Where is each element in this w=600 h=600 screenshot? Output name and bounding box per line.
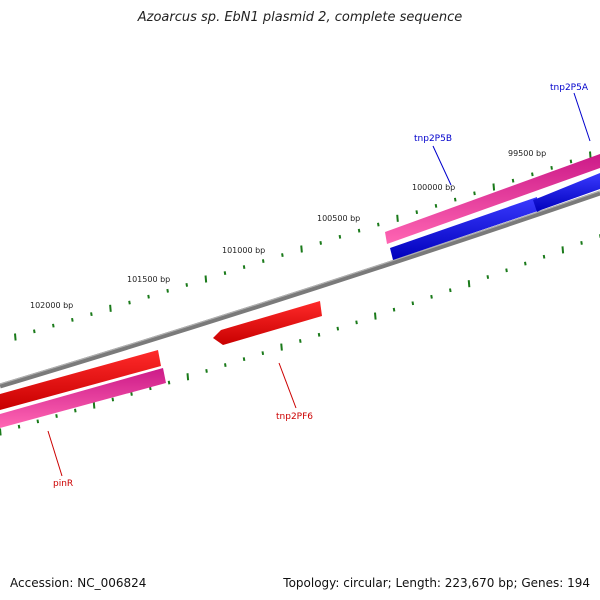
inner-scale-tick: [280, 343, 283, 351]
accession-text: Accession: NC_006824: [10, 576, 147, 590]
inner-scale-tick: [467, 280, 471, 288]
outer-scale-tick: [357, 228, 361, 233]
inner-scale-tick: [55, 414, 58, 418]
outer-scale-tick: [147, 294, 150, 299]
label-tnp2P5B: tnp2P5B: [414, 134, 452, 144]
inner-scale-tick: [374, 312, 377, 320]
outer-scale-tick: [261, 259, 265, 263]
outer-scale-tick: [434, 203, 438, 208]
outer-scale-tick: [589, 151, 592, 159]
inner-scale-tick: [242, 357, 246, 362]
outer-scale-tick: [281, 253, 284, 257]
inner-scale-tick: [505, 268, 508, 273]
feature-red-lower[interactable]: [0, 350, 161, 410]
scale-label-100000: 100000 bp: [412, 183, 455, 192]
outer-scale-tick: [492, 183, 496, 191]
outer-scale-tick: [550, 165, 553, 170]
inner-scale-tick: [449, 288, 452, 293]
inner-scale-tick: [524, 261, 527, 266]
inner-scale-tick: [74, 408, 77, 413]
backbone-highlight: [0, 190, 600, 385]
outer-scale-tick: [33, 329, 36, 334]
outer-scale-tick: [473, 191, 476, 196]
scale-label-99500: 99500 bp: [508, 149, 546, 158]
inner-scale-tick: [0, 428, 2, 436]
outer-scale-tick: [109, 304, 112, 312]
scale-label-101000: 101000 bp: [222, 246, 265, 255]
inner-scale-tick: [411, 301, 415, 306]
outer-scale-tick: [338, 234, 342, 239]
inner-scale-tick: [205, 369, 208, 373]
outer-scale-tick: [300, 245, 303, 253]
outer-scale-tick: [223, 271, 227, 275]
inner-scale-tick: [17, 424, 21, 429]
inner-scale-ticks: [0, 234, 600, 436]
outer-scale-tick: [185, 283, 189, 287]
inner-scale-tick: [36, 419, 40, 424]
inner-scale-tick: [224, 363, 227, 367]
inner-scale-tick: [261, 351, 265, 356]
label-tnp2P5A: tnp2P5A: [550, 83, 589, 93]
inner-scale-tick: [111, 397, 115, 402]
inner-scale-tick: [167, 380, 171, 385]
inner-scale-tick: [355, 320, 358, 325]
outer-scale-tick: [242, 265, 246, 269]
inner-scale-tick: [430, 294, 433, 299]
outer-scale-tick: [90, 312, 93, 317]
outer-scale-tick: [71, 317, 74, 322]
feature-magenta-upper[interactable]: [385, 154, 600, 244]
outer-scale-tick: [415, 210, 419, 215]
topology-summary: Topology: circular; Length: 223,670 bp; …: [283, 576, 590, 590]
inner-scale-tick: [336, 326, 340, 331]
scale-label-100500: 100500 bp: [317, 214, 360, 223]
outer-scale-tick: [204, 275, 208, 283]
backbone: [0, 190, 600, 389]
gene-tnp2P5A[interactable]: [533, 173, 600, 212]
inner-scale-tick: [486, 275, 490, 279]
outer-scale-tick: [128, 300, 131, 305]
outer-scale-tick: [166, 288, 169, 293]
inner-scale-tick: [92, 401, 96, 409]
gene-pinR[interactable]: [0, 368, 166, 428]
leader-tnp2P5A: [573, 92, 591, 142]
outer-scale-ticks: [14, 151, 592, 341]
outer-scale-tick: [319, 241, 323, 245]
label-tnp2PF6: tnp2PF6: [276, 412, 313, 422]
inner-scale-tick: [317, 332, 321, 337]
gene-tnp2PF6[interactable]: [213, 301, 322, 345]
outer-scale-tick: [14, 333, 17, 341]
gene-tnp2P5B[interactable]: [390, 197, 538, 260]
inner-scale-tick: [580, 241, 583, 245]
leader-tnp2P5B: [432, 145, 452, 186]
inner-scale-tick: [299, 339, 302, 343]
label-pinR: pinR: [53, 479, 73, 489]
map-title: Azoarcus sp. EbN1 plasmid 2, complete se…: [137, 10, 463, 25]
leader-tnp2PF6: [278, 362, 297, 409]
inner-scale-tick: [542, 254, 546, 259]
outer-scale-tick: [377, 222, 380, 227]
outer-scale-tick: [453, 197, 457, 202]
outer-scale-tick: [569, 159, 573, 164]
inner-scale-tick: [561, 246, 565, 254]
inner-scale-tick: [392, 307, 396, 312]
outer-scale-tick: [52, 323, 55, 328]
leader-pinR: [47, 430, 63, 477]
outer-scale-tick: [511, 178, 515, 183]
scale-label-102000: 102000 bp: [30, 301, 73, 310]
inner-scale-tick: [186, 373, 190, 381]
inner-scale-tick: [130, 391, 133, 396]
outer-scale-tick: [396, 214, 399, 222]
outer-scale-tick: [531, 172, 534, 177]
scale-label-101500: 101500 bp: [127, 275, 170, 284]
